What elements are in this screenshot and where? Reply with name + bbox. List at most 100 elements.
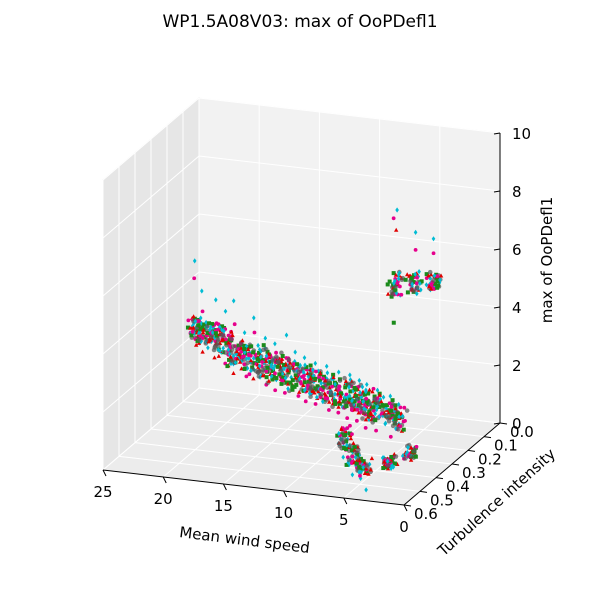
scatter-point — [252, 330, 257, 335]
scatter-point — [281, 375, 286, 380]
scatter-point — [214, 333, 219, 338]
scatter-point — [289, 374, 293, 380]
scatter-point — [323, 392, 328, 397]
scatter-point — [210, 330, 215, 336]
scatter-point — [347, 462, 351, 468]
scatter-point — [241, 354, 245, 359]
scatter-point — [348, 443, 353, 448]
scatter-point — [336, 410, 341, 415]
scatter-point — [308, 376, 313, 381]
scatter-point — [240, 338, 245, 343]
scatter-point — [404, 408, 410, 413]
scatter-point — [264, 353, 269, 359]
scatter-point — [230, 333, 235, 338]
scatter-point — [248, 358, 254, 363]
scatter-point — [192, 330, 197, 336]
scatter-point — [403, 418, 407, 423]
scatter-point — [363, 425, 368, 430]
y-tick-label: 0.1 — [494, 437, 518, 455]
scatter-point — [414, 444, 419, 449]
scatter-point — [282, 366, 286, 372]
scatter-point — [327, 408, 331, 412]
scatter-point — [361, 459, 366, 464]
scatter-point — [287, 364, 292, 370]
scatter-point — [351, 441, 356, 445]
scatter-point — [251, 355, 256, 361]
scatter-point — [369, 456, 375, 461]
scatter-point — [431, 236, 436, 242]
scatter-points — [185, 207, 444, 493]
scatter-point — [379, 399, 384, 404]
scatter-point — [308, 379, 313, 385]
x-axis-line — [102, 469, 405, 506]
scatter-point — [343, 379, 349, 383]
scatter-point — [390, 413, 395, 418]
scatter-point — [347, 431, 352, 436]
scatter-point — [327, 399, 332, 404]
scatter-point — [354, 396, 360, 402]
scatter-point — [220, 332, 226, 338]
grid-line — [134, 442, 437, 479]
scatter-point — [221, 345, 225, 351]
scatter-point — [269, 364, 273, 370]
scatter-point — [366, 391, 371, 396]
scatter-point — [288, 380, 293, 385]
scatter-point — [257, 363, 262, 369]
scatter-point — [357, 377, 362, 384]
grid-line — [118, 455, 421, 492]
scatter-point — [385, 291, 391, 296]
scatter-point — [263, 335, 268, 341]
scatter-point — [381, 465, 386, 470]
scatter-point — [281, 362, 286, 367]
scatter-point — [301, 374, 306, 379]
scatter-point — [202, 335, 207, 340]
scatter-point — [286, 386, 290, 392]
scatter-point — [358, 475, 363, 481]
scatter-point — [292, 362, 296, 367]
scatter-point — [405, 272, 410, 277]
scatter-point — [331, 372, 336, 377]
scatter-point — [216, 343, 221, 348]
scatter-point — [438, 277, 442, 283]
scatter-point — [233, 360, 238, 366]
scatter-point — [391, 271, 396, 276]
scatter-point — [290, 387, 295, 392]
scatter-point — [285, 381, 291, 386]
scatter-point — [293, 373, 298, 378]
scatter-point — [196, 323, 201, 328]
scatter-point — [251, 350, 256, 355]
scatter-point — [333, 381, 337, 387]
scatter-point — [217, 324, 222, 330]
y-tick-label: 0.3 — [462, 464, 486, 482]
scatter-point — [197, 330, 201, 336]
scatter-point — [411, 288, 416, 294]
scatter-point — [207, 321, 212, 326]
scatter-point — [318, 387, 323, 392]
scatter-point — [428, 272, 434, 277]
scatter-point — [353, 454, 358, 460]
scatter-point — [398, 405, 403, 410]
scatter-point — [356, 447, 361, 453]
scatter-point — [256, 342, 260, 349]
scatter-point — [393, 417, 398, 422]
scatter-point — [418, 280, 422, 287]
scatter-point — [214, 297, 218, 303]
scatter-point — [426, 273, 431, 278]
scatter-point — [273, 363, 277, 369]
scatter-point — [277, 372, 282, 377]
chart-title: WP1.5A08V03: max of OoPDefl1 — [162, 12, 437, 32]
scatter-point — [387, 279, 392, 284]
scatter-point — [319, 380, 323, 386]
scatter-point — [201, 330, 206, 335]
z-tick — [493, 132, 501, 135]
scatter-point — [385, 282, 390, 287]
scatter-point — [269, 373, 274, 379]
scatter-point — [239, 350, 244, 354]
scatter-point — [200, 288, 204, 294]
scatter-point — [222, 328, 226, 334]
scatter-point — [385, 463, 391, 468]
scatter-point — [284, 380, 289, 385]
scatter-point — [292, 384, 297, 389]
scatter-point — [311, 367, 315, 373]
scatter-point — [337, 378, 343, 383]
